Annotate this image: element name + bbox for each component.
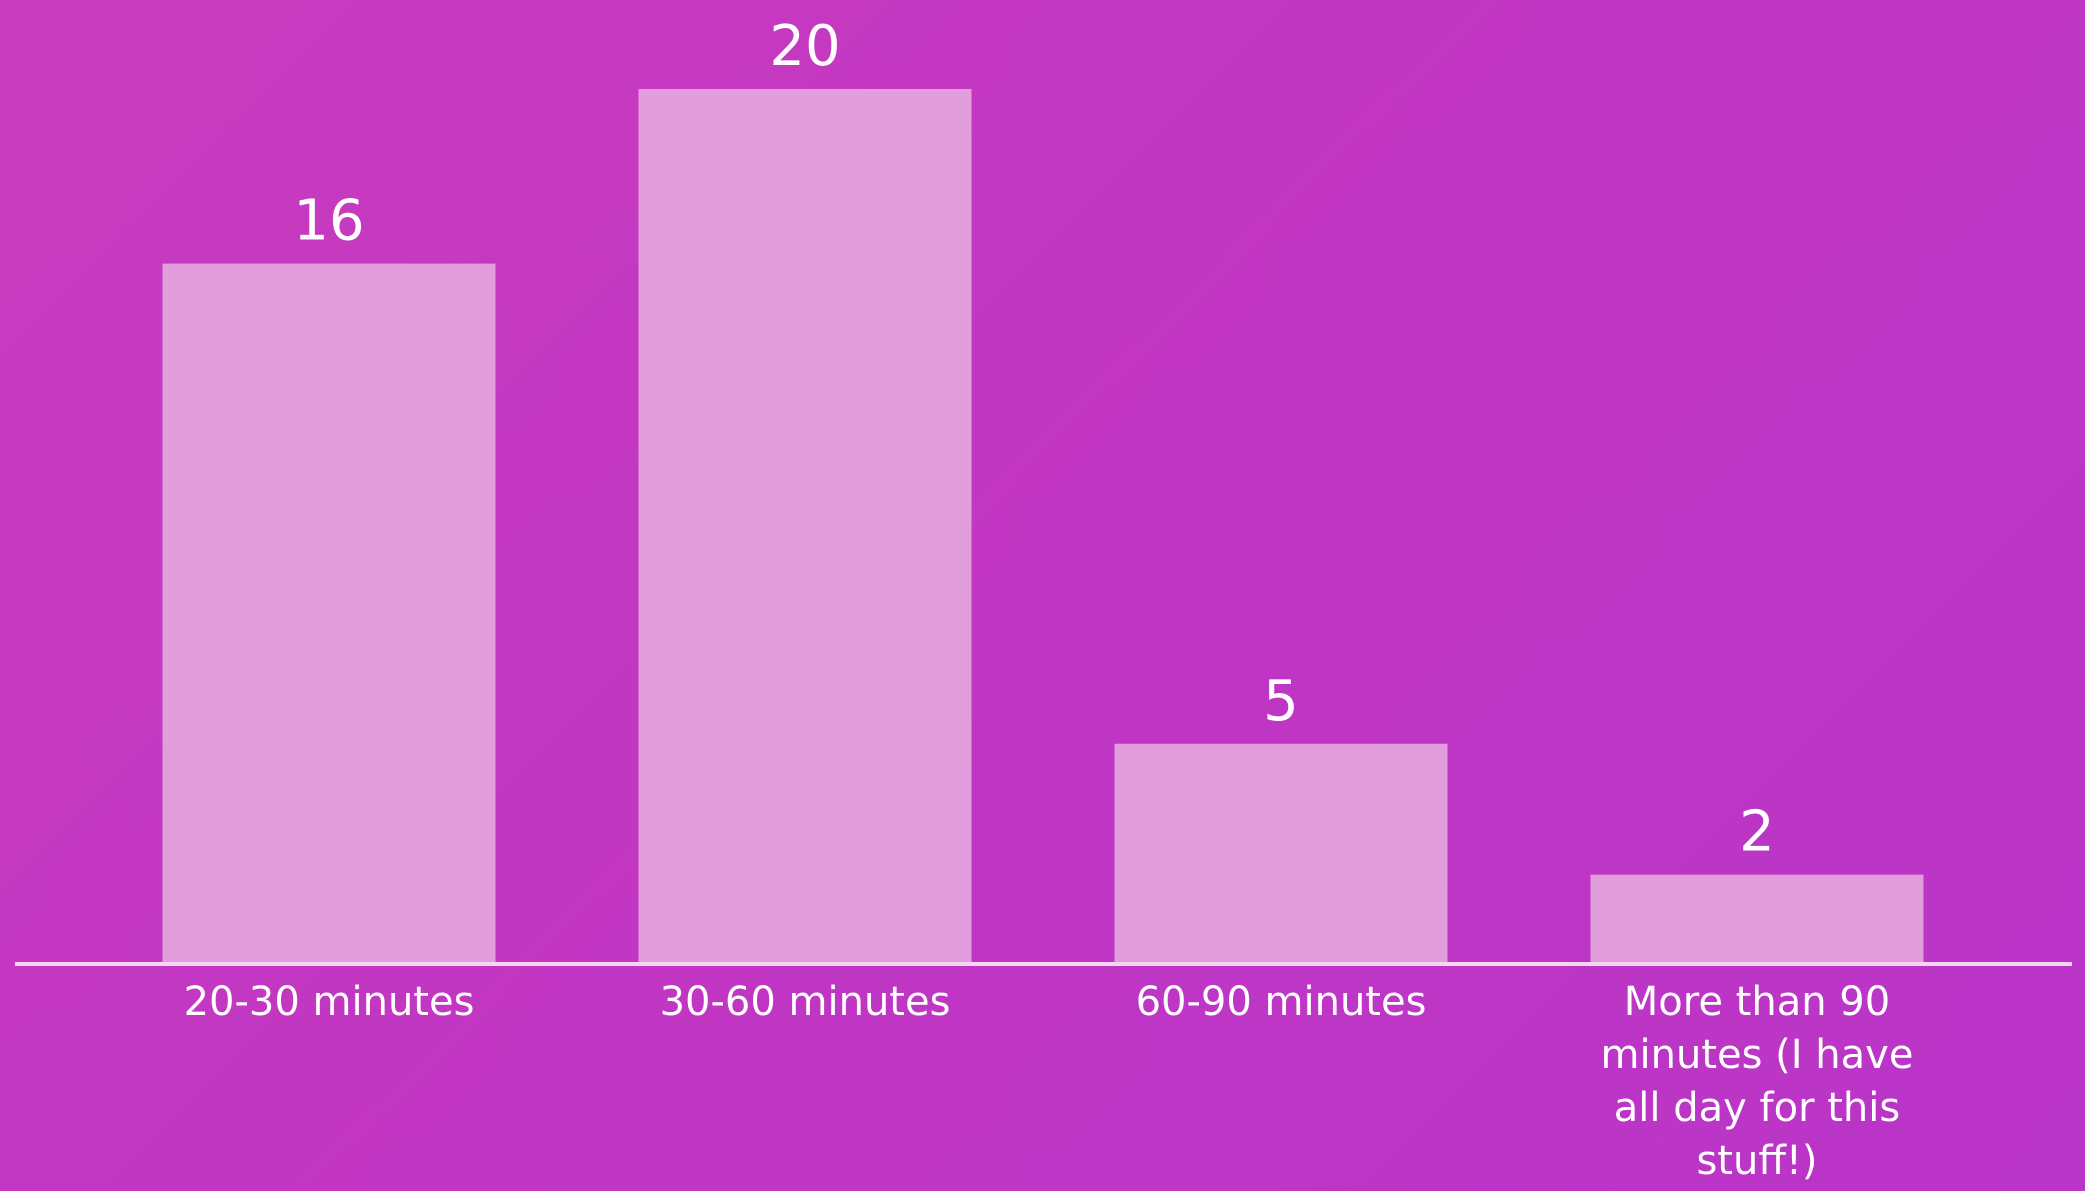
- x-tick-label-4: More than 90 minutes (I have all day for t…: [1601, 979, 1914, 1184]
- bar-2: [638, 89, 972, 962]
- data-label-4: 2: [1739, 800, 1775, 865]
- x-tick-label-line: all day for this: [1614, 1085, 1900, 1131]
- bars-layer: [162, 89, 1924, 963]
- bar-4: [1590, 874, 1924, 962]
- bar-1: [162, 263, 496, 963]
- x-tick-label-line: 30-60 minutes: [660, 979, 951, 1025]
- x-tick-label-line: stuff!): [1696, 1138, 1817, 1184]
- x-tick-label-line: More than 90: [1624, 979, 1890, 1025]
- x-tick-label-3: 60-90 minutes: [1136, 979, 1427, 1025]
- x-tick-label-line: 60-90 minutes: [1136, 979, 1427, 1025]
- x-tick-label-2: 30-60 minutes: [660, 979, 951, 1025]
- x-tick-label-line: 20-30 minutes: [184, 979, 475, 1025]
- data-label-1: 16: [293, 189, 364, 254]
- data-label-3: 5: [1263, 669, 1299, 734]
- value-labels-layer: 16 20 5 2: [293, 14, 1774, 865]
- bar-3: [1114, 743, 1448, 962]
- x-tick-label-1: 20-30 minutes: [184, 979, 475, 1025]
- x-tick-label-line: minutes (I have: [1601, 1032, 1914, 1078]
- data-label-2: 20: [769, 14, 840, 79]
- category-labels-layer: 20-30 minutes 30-60 minutes 60-90 minutes M…: [184, 979, 1914, 1184]
